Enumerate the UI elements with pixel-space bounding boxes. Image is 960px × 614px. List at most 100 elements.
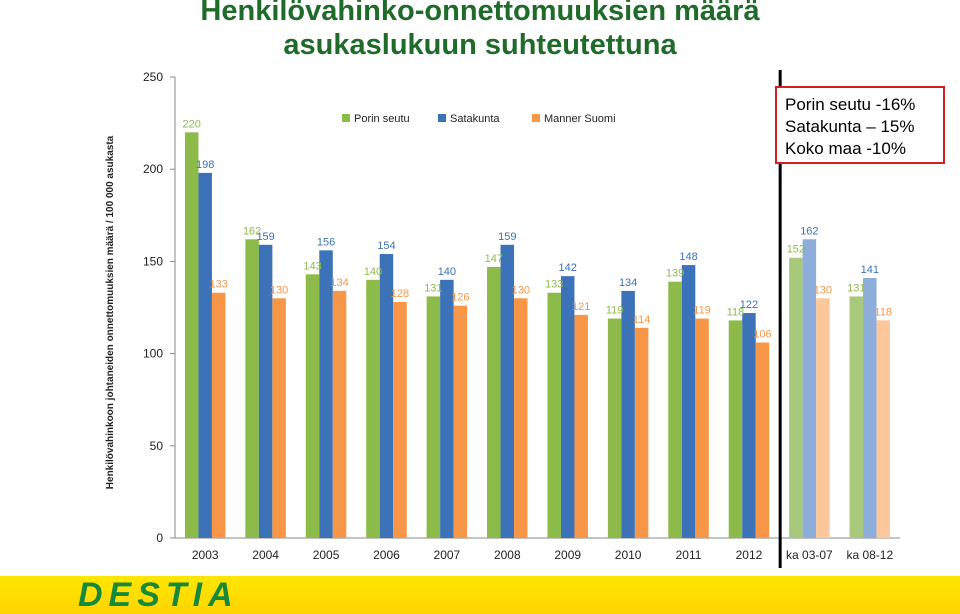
data-label: 130 [270, 284, 288, 296]
data-label: 106 [753, 329, 771, 341]
data-label: 134 [330, 277, 348, 289]
legend-swatch [532, 114, 540, 122]
bar-manner-suomi [816, 298, 830, 538]
footer-bar: DESTIA [0, 576, 960, 614]
data-label: 118 [875, 306, 893, 318]
y-tick-label: 0 [156, 531, 163, 545]
data-label: 159 [256, 231, 274, 243]
data-label: 162 [800, 225, 818, 237]
bar-satakunta [681, 265, 696, 538]
bar-satakunta [621, 290, 635, 538]
data-label: 141 [861, 264, 879, 276]
title-line-1: Henkilövahinko-onnettomuuksien määrä [200, 0, 760, 27]
y-tick-label: 50 [150, 439, 164, 453]
x-tick-label: 2006 [373, 548, 400, 562]
bar-manner-suomi [211, 292, 226, 538]
bar-satakunta [560, 276, 575, 538]
data-label: 220 [183, 118, 201, 130]
y-tick-label: 200 [143, 162, 163, 176]
bar-manner-suomi [634, 327, 649, 538]
x-tick-label: ka 03-07 [786, 548, 833, 562]
bar-satakunta [742, 313, 756, 538]
data-label: 154 [377, 240, 395, 252]
note-line-satakunta: Satakunta – 15% [785, 117, 915, 136]
bar-manner-suomi [272, 298, 286, 538]
data-label: 130 [814, 284, 832, 296]
bar-satakunta [319, 250, 333, 538]
bar-porin-seutu [366, 279, 380, 538]
destia-logo: DESTIA [78, 576, 239, 614]
data-label: 121 [572, 301, 590, 313]
data-label: 148 [679, 251, 697, 263]
x-tick-label: 2005 [313, 548, 340, 562]
data-label: 131 [847, 282, 865, 294]
data-label: 198 [196, 159, 214, 171]
data-label: 140 [364, 266, 382, 278]
bar-manner-suomi [453, 305, 468, 538]
x-tick-label: 2011 [676, 548, 702, 562]
chart-axes: 0 50 100 150 200 250 Henkilövahinkoon johtanei… [105, 70, 900, 568]
data-label: 130 [512, 284, 530, 296]
data-label: 126 [451, 292, 469, 304]
x-tick-label: 2003 [192, 548, 219, 562]
bar-porin-seutu [728, 320, 743, 538]
bar-satakunta [500, 244, 515, 538]
y-tick-label: 100 [143, 347, 163, 361]
bar-manner-suomi [332, 290, 347, 538]
x-tick-label: 2012 [736, 548, 763, 562]
data-label: 142 [559, 262, 577, 274]
data-label: 131 [424, 282, 442, 294]
legend-label: Porin seutu [354, 113, 410, 125]
bar-satakunta [198, 172, 212, 538]
data-label: 159 [498, 231, 516, 243]
data-label: 119 [693, 305, 711, 317]
data-label: 133 [545, 279, 563, 291]
legend-label: Satakunta [450, 113, 500, 125]
bar-porin-seutu [426, 296, 441, 538]
bar-porin-seutu [184, 132, 199, 538]
y-axis-label: Henkilövahinkoon johtaneiden onnettomuuk… [105, 135, 116, 489]
legend-swatch [438, 114, 446, 122]
bar-porin-seutu [305, 274, 320, 538]
legend-swatch [342, 114, 350, 122]
bar-porin-seutu [487, 266, 501, 538]
bar-satakunta [440, 279, 454, 538]
bar-satakunta [802, 239, 817, 538]
x-tick-label: 2004 [252, 548, 279, 562]
data-label: 140 [438, 266, 456, 278]
data-label: 122 [740, 299, 758, 311]
bar-porin-seutu [607, 318, 622, 538]
note-line-koko-maa: Koko maa -10% [785, 139, 906, 158]
chart-bars [184, 132, 891, 539]
data-label: 152 [787, 244, 805, 256]
legend-label: Manner Suomi [544, 113, 616, 125]
x-tick-label: 2007 [434, 548, 461, 562]
data-label: 134 [619, 277, 637, 289]
x-tick-label: 2009 [554, 548, 581, 562]
bar-porin-seutu [668, 281, 682, 538]
bar-manner-suomi [574, 314, 588, 538]
data-label: 128 [391, 288, 409, 300]
data-label: 156 [317, 236, 335, 248]
bar-satakunta [258, 244, 273, 538]
data-label: 114 [633, 314, 651, 326]
data-label: 118 [727, 306, 745, 318]
bar-manner-suomi [393, 301, 407, 538]
bar-porin-seutu [547, 292, 561, 538]
data-label: 139 [666, 268, 684, 280]
y-tick-label: 250 [143, 70, 163, 84]
chart-legend: Porin seutu Satakunta Manner Suomi [342, 113, 616, 125]
data-label: 147 [485, 253, 503, 265]
x-tick-label: 2010 [615, 548, 642, 562]
chart-title: Henkilövahinko-onnettomuuksien määrä asu… [0, 0, 960, 62]
bar-manner-suomi [876, 320, 891, 538]
data-label: 119 [606, 305, 624, 317]
bar-manner-suomi [755, 342, 770, 538]
x-tick-label: ka 08-12 [846, 548, 893, 562]
x-tick-label: 2008 [494, 548, 521, 562]
data-label: 162 [243, 225, 261, 237]
bar-porin-seutu [245, 239, 259, 538]
y-tick-label: 150 [143, 254, 163, 268]
